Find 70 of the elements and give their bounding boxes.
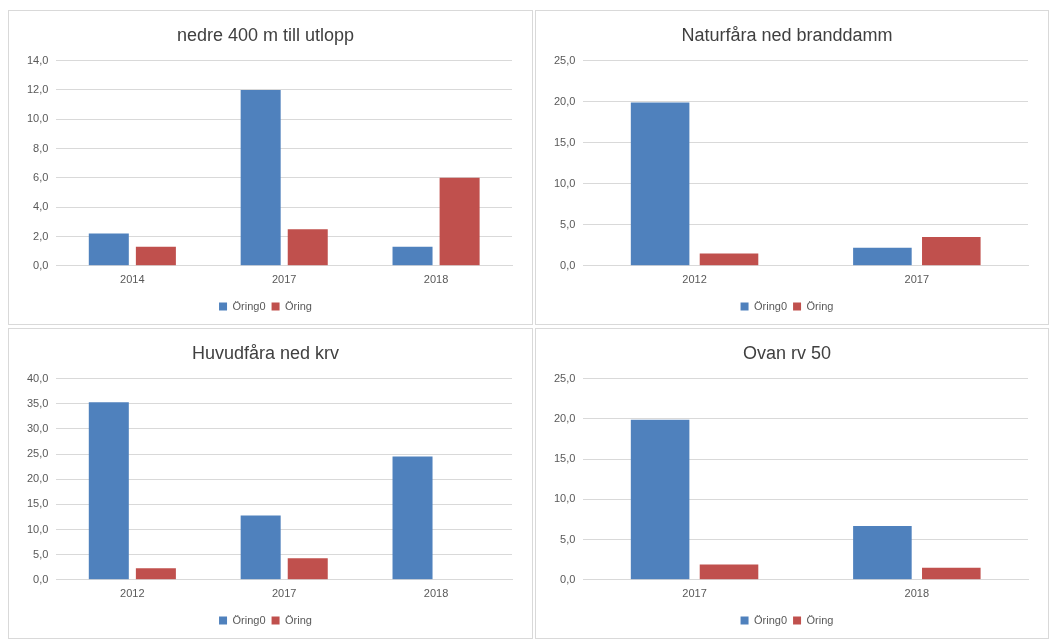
legend-label: Öring — [285, 299, 312, 312]
legend-label: Öring0 — [754, 613, 788, 626]
y-tick-label: 10,0 — [26, 522, 49, 535]
y-tick-label: 6,0 — [33, 170, 49, 183]
bar — [699, 564, 759, 580]
y-tick-label: 20,0 — [26, 472, 49, 485]
legend-label: Öring — [806, 613, 834, 626]
y-tick-label: 4,0 — [33, 200, 49, 213]
y-tick-label: 10,0 — [553, 176, 576, 189]
y-tick-label: 10,0 — [26, 112, 49, 125]
bar — [853, 247, 912, 266]
x-tick-label: 2017 — [682, 587, 707, 600]
chart-title: Ovan rv 50 — [742, 342, 832, 363]
x-tick-label: 2017 — [271, 273, 297, 286]
x-tick-label: 2018 — [904, 587, 930, 600]
y-tick-label: 20,0 — [553, 94, 576, 107]
y-tick-label: 0,0 — [560, 572, 576, 585]
bar — [135, 568, 176, 580]
bar — [630, 419, 690, 580]
bar — [88, 233, 129, 266]
bar — [699, 253, 759, 266]
y-tick-label: 0,0 — [33, 572, 49, 585]
bar — [853, 525, 912, 580]
y-tick-label: 0,0 — [560, 258, 576, 271]
chart-title: Naturfåra ned branddamm — [681, 24, 893, 45]
bar — [88, 402, 129, 580]
y-tick-label: 15,0 — [553, 135, 576, 148]
legend-label: Öring0 — [232, 299, 266, 312]
legend-label: Öring0 — [232, 613, 266, 626]
legend-label: Öring0 — [754, 299, 788, 312]
y-tick-label: 30,0 — [26, 421, 49, 434]
y-tick-label: 35,0 — [26, 396, 49, 409]
x-tick-label: 2014 — [120, 273, 145, 286]
x-tick-label: 2017 — [904, 273, 930, 286]
x-tick-label: 2012 — [120, 587, 145, 600]
legend-label: Öring — [806, 299, 834, 312]
bar — [240, 89, 281, 266]
bar — [922, 237, 981, 266]
bar — [922, 567, 981, 580]
y-tick-label: 15,0 — [553, 452, 576, 465]
legend-label: Öring — [285, 613, 312, 626]
y-tick-label: 20,0 — [553, 411, 576, 424]
bar — [630, 102, 690, 266]
y-tick-label: 14,0 — [26, 53, 49, 66]
bar — [287, 558, 328, 580]
y-tick-label: 25,0 — [553, 371, 576, 384]
bar — [135, 246, 176, 266]
y-tick-label: 40,0 — [26, 371, 49, 384]
y-tick-label: 5,0 — [560, 217, 576, 230]
bar — [439, 177, 480, 266]
bar — [240, 515, 281, 580]
y-tick-label: 25,0 — [553, 53, 576, 66]
bar — [392, 246, 433, 266]
y-tick-label: 8,0 — [33, 141, 49, 154]
x-tick-label: 2018 — [423, 273, 449, 286]
chart-title: nedre 400 m till utlopp — [176, 24, 355, 45]
y-tick-label: 0,0 — [33, 258, 49, 271]
bar — [392, 456, 433, 580]
y-tick-label: 15,0 — [26, 497, 49, 510]
y-tick-label: 10,0 — [553, 492, 576, 505]
bar — [287, 229, 328, 266]
y-tick-label: 12,0 — [26, 82, 49, 95]
y-tick-label: 25,0 — [26, 447, 49, 460]
y-tick-label: 2,0 — [33, 229, 49, 242]
x-tick-label: 2018 — [423, 587, 449, 600]
x-tick-label: 2012 — [682, 273, 707, 286]
y-tick-label: 5,0 — [33, 547, 49, 560]
chart-title: Huvudfåra ned krv — [191, 342, 340, 363]
x-tick-label: 2017 — [271, 587, 297, 600]
y-tick-label: 5,0 — [560, 532, 576, 545]
